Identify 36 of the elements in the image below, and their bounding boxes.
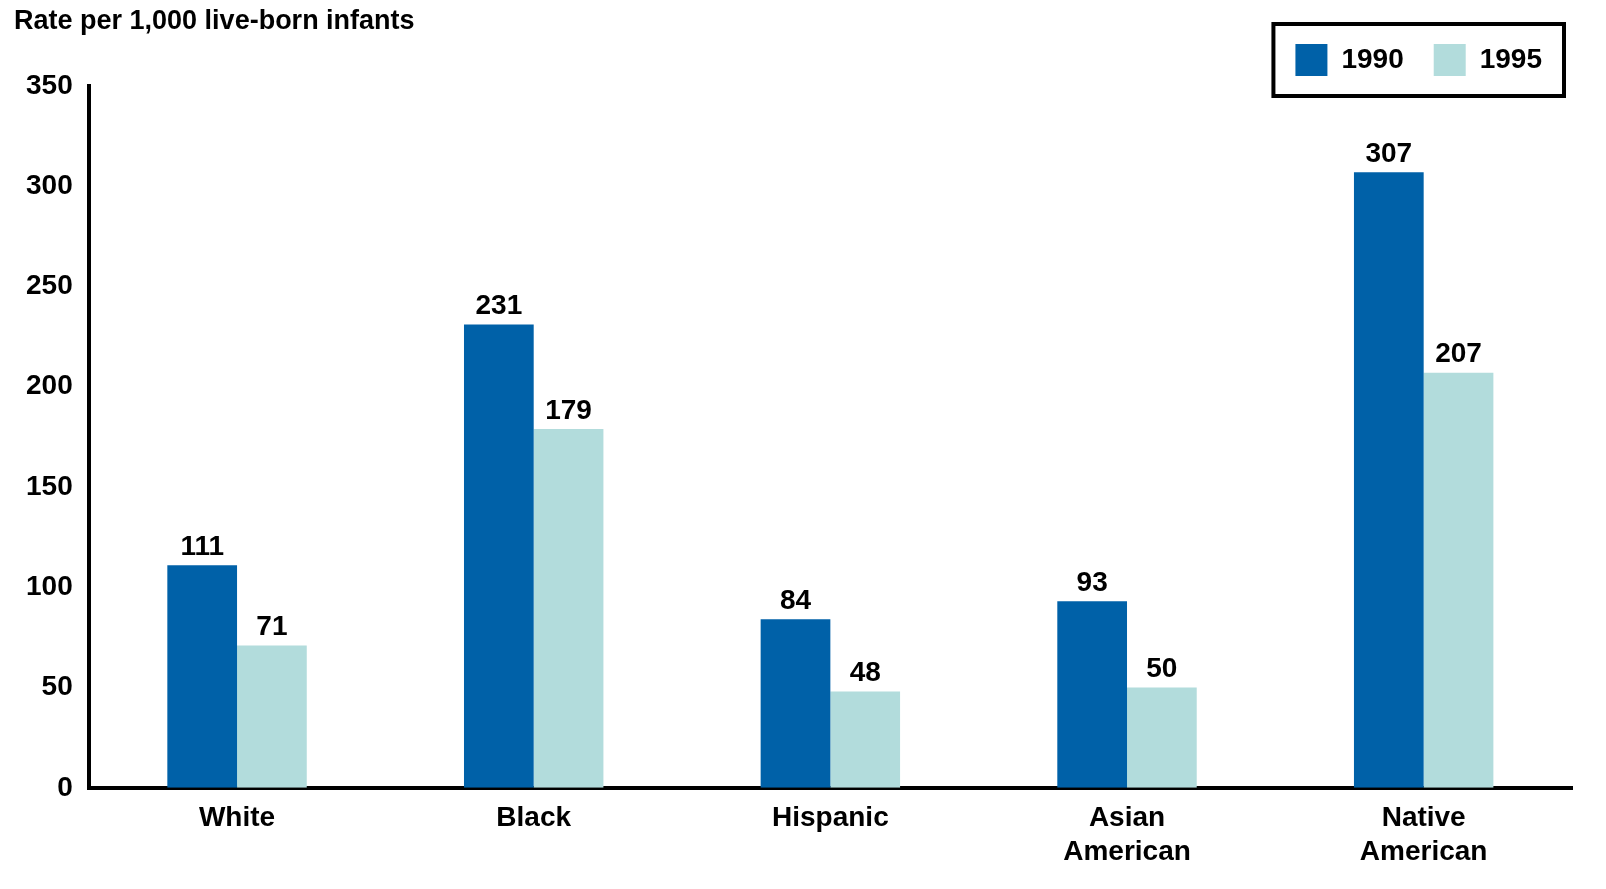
data-label: 48	[849, 656, 881, 688]
y-tick-label: 200	[26, 369, 73, 401]
bar	[167, 565, 238, 788]
y-axis-title: Rate per 1,000 live-born infants	[14, 4, 415, 35]
x-tick-label: Native American	[1359, 801, 1488, 866]
x-tick-label: Hispanic	[772, 801, 889, 833]
y-tick-label: 350	[26, 68, 73, 100]
bar	[830, 691, 901, 788]
x-tick-label: White	[198, 801, 276, 833]
x-tick-label: Black	[496, 801, 572, 833]
data-label: 179	[545, 393, 592, 425]
data-label: 50	[1146, 652, 1178, 684]
data-label: 93	[1076, 566, 1108, 598]
y-tick-label: 50	[41, 670, 73, 702]
data-label: 111	[180, 529, 225, 561]
data-label: 231	[475, 289, 523, 321]
data-label: 84	[779, 584, 812, 616]
legend-label: 1990	[1341, 42, 1404, 74]
data-label: 307	[1365, 136, 1413, 168]
y-tick-label: 0	[57, 770, 73, 802]
bar	[533, 428, 604, 788]
bar	[1353, 172, 1424, 788]
y-tick-label: 250	[26, 269, 73, 301]
bar	[463, 324, 534, 788]
bar	[1423, 372, 1494, 788]
bar	[760, 619, 831, 788]
y-tick-label: 300	[26, 168, 73, 200]
bar	[1127, 687, 1197, 788]
data-label: 71	[256, 610, 288, 642]
bar	[1057, 601, 1128, 788]
legend-label: 1995	[1479, 42, 1543, 74]
bar	[237, 645, 307, 788]
data-label: 207	[1435, 337, 1482, 369]
x-tick-label: Asian American	[1063, 801, 1191, 866]
y-tick-label: 150	[26, 469, 73, 501]
y-tick-label: 100	[26, 570, 73, 601]
